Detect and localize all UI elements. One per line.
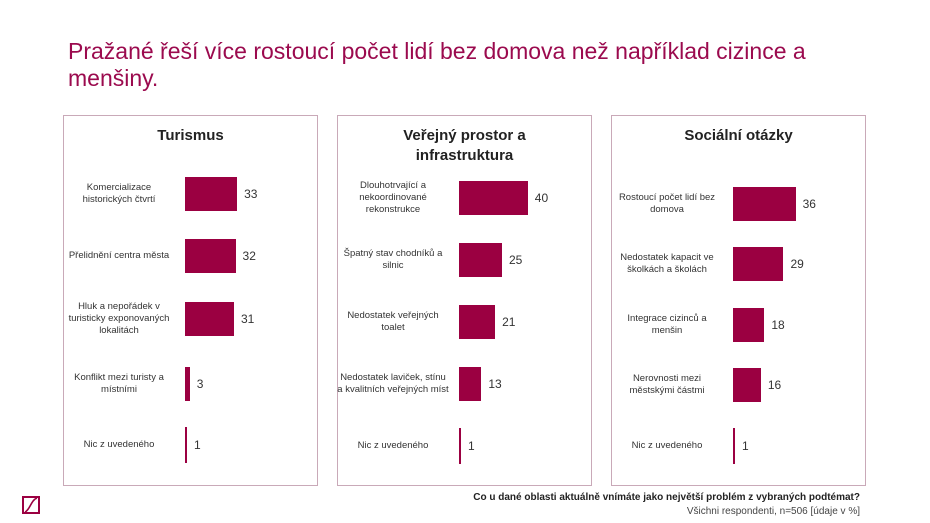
value-label: 36 (802, 197, 816, 211)
category-label: Nic z uvedeného (357, 440, 429, 451)
bar (733, 368, 761, 402)
bar-row: Nic z uvedeného 1 (338, 426, 591, 466)
category-label: Nedostatek laviček, stínu a kvalitních v… (337, 372, 449, 395)
category-label: Komercializace historických čtvrtí (82, 182, 156, 205)
category-label: Konflikt mezi turisty a místními (74, 372, 164, 395)
bar-row: Komercializace historických čtvrtí 33 (64, 174, 317, 214)
bar-row: Nedostatek kapacit ve školkách a školách… (612, 244, 865, 284)
panel-title: Veřejný prostor a infrastruktura (403, 127, 526, 164)
value-label: 29 (790, 257, 804, 271)
bar (459, 181, 528, 215)
bar-row: Špatný stav chodníků a silnic 25 (338, 240, 591, 280)
category-label: Nedostatek kapacit ve školkách a školách (620, 252, 714, 275)
bar-row: Nedostatek laviček, stínu a kvalitních v… (337, 364, 591, 404)
bar-row: Hluk a nepořádek v turisticky exponovaný… (64, 299, 317, 339)
bar-row: Nerovnosti mezi městskými částmi 16 (612, 365, 865, 405)
category-label: Špatný stav chodníků a silnic (343, 248, 443, 271)
bar-row: Integrace cizinců a menšin 18 (612, 305, 865, 345)
value-label: 3 (196, 377, 204, 391)
value-label: 13 (488, 377, 502, 391)
bar (185, 177, 238, 211)
category-label: Dlouhotrvající a nekoordinované rekonstr… (359, 180, 427, 215)
value-label: 25 (509, 253, 523, 267)
sample-note: Všichni respondenti, n=506 [údaje v %] (686, 506, 860, 517)
value-label: 33 (244, 187, 258, 201)
category-label: Hluk a nepořádek v turisticky exponovaný… (68, 301, 170, 336)
bar (733, 247, 784, 281)
category-label: Nerovnosti mezi městskými částmi (629, 373, 705, 396)
category-label: Nic z uvedeného (631, 440, 703, 451)
bar-row: Rostoucí počet lidí bez domova 36 (612, 184, 865, 224)
panel-turismus: Turismus Komercializace historických čtv… (63, 115, 318, 486)
bar (185, 367, 190, 401)
bar-row: Konflikt mezi turisty a místními 3 (64, 364, 317, 404)
value-label: 40 (534, 191, 549, 205)
panel-verejny-prostor: Veřejný prostor a infrastruktura Dlouhot… (337, 115, 592, 486)
survey-question: Co u dané oblasti aktuálně vnímáte jako … (473, 492, 860, 503)
bar (185, 239, 236, 273)
value-label: 32 (242, 249, 256, 263)
value-label: 1 (194, 438, 201, 452)
bar (459, 305, 496, 339)
bar-row: Přelidnění centra města 32 (64, 236, 317, 276)
bar-row: Nedostatek veřejných toalet 21 (338, 302, 591, 342)
bar (459, 428, 461, 464)
value-label: 1 (468, 439, 475, 453)
bar-row: Nic z uvedeného 1 (612, 426, 865, 466)
category-label: Integrace cizinců a menšin (627, 313, 707, 336)
bar (733, 428, 735, 464)
category-label: Nedostatek veřejných toalet (347, 310, 439, 333)
category-label: Rostoucí počet lidí bez domova (618, 192, 716, 215)
bar-row: Nic z uvedeného 1 (64, 425, 317, 465)
value-label: 1 (742, 439, 749, 453)
logo-icon (22, 496, 40, 514)
panel-title: Sociální otázky (684, 127, 793, 144)
bar (185, 427, 187, 463)
bar-row: Dlouhotrvající a nekoordinované rekonstr… (338, 178, 591, 218)
value-label: 16 (767, 378, 782, 392)
value-label: 31 (240, 312, 255, 326)
panel-title: Turismus (157, 127, 224, 144)
bar (459, 243, 502, 277)
bar (185, 302, 234, 336)
bar (733, 308, 765, 342)
bar (459, 367, 482, 401)
value-label: 18 (771, 318, 785, 332)
bar (733, 187, 796, 221)
category-label: Přelidnění centra města (68, 250, 170, 261)
panel-socialni-otazky: Sociální otázky Rostoucí počet lidí bez … (611, 115, 866, 486)
page-title: Pražané řeší více rostoucí počet lidí be… (68, 38, 806, 91)
value-label: 21 (502, 315, 516, 329)
category-label: Nic z uvedeného (83, 439, 155, 450)
